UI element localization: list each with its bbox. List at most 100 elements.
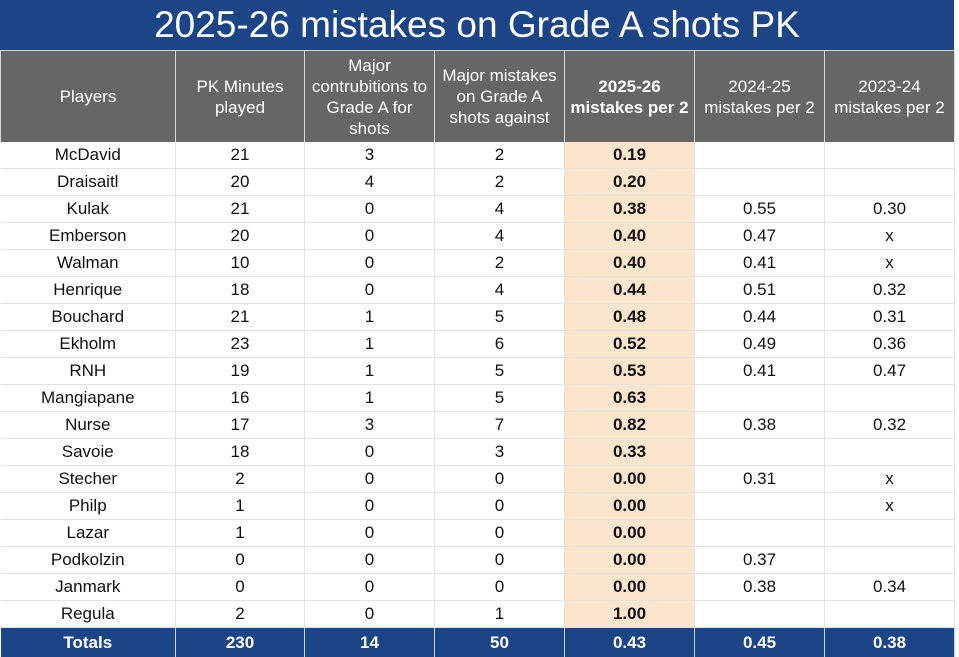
cell-player[interactable]: Janmark <box>1 574 176 601</box>
cell-pk-minutes[interactable]: 0 <box>176 547 305 574</box>
header-2025-26-mistakes[interactable]: 2025-26 mistakes per 2 <box>565 51 695 142</box>
cell-mistakes-2024-25[interactable]: 0.51 <box>695 277 825 304</box>
cell-player[interactable]: Lazar <box>1 520 176 547</box>
cell-mistakes[interactable]: 1 <box>435 601 565 628</box>
cell-pk-minutes[interactable]: 21 <box>176 304 305 331</box>
header-players[interactable]: Players <box>1 51 176 142</box>
cell-mistakes-2023-24[interactable]: x <box>825 250 955 277</box>
cell-mistakes-2023-24[interactable]: x <box>825 466 955 493</box>
cell-mistakes-2025-26[interactable]: 0.38 <box>565 196 695 223</box>
cell-mistakes[interactable]: 0 <box>435 493 565 520</box>
cell-mistakes-2025-26[interactable]: 0.00 <box>565 466 695 493</box>
cell-mistakes[interactable]: 6 <box>435 331 565 358</box>
cell-contributions[interactable]: 3 <box>305 412 435 439</box>
cell-mistakes[interactable]: 0 <box>435 547 565 574</box>
cell-mistakes-2025-26[interactable]: 0.53 <box>565 358 695 385</box>
totals-mistakes[interactable]: 50 <box>435 628 565 657</box>
cell-player[interactable]: Henrique <box>1 277 176 304</box>
cell-pk-minutes[interactable]: 20 <box>176 223 305 250</box>
cell-mistakes[interactable]: 0 <box>435 574 565 601</box>
cell-mistakes-2024-25[interactable]: 0.37 <box>695 547 825 574</box>
cell-contributions[interactable]: 0 <box>305 493 435 520</box>
cell-contributions[interactable]: 0 <box>305 574 435 601</box>
cell-mistakes-2025-26[interactable]: 0.00 <box>565 520 695 547</box>
cell-contributions[interactable]: 0 <box>305 223 435 250</box>
cell-contributions[interactable]: 1 <box>305 331 435 358</box>
cell-mistakes[interactable]: 4 <box>435 223 565 250</box>
totals-2024-25[interactable]: 0.45 <box>695 628 825 657</box>
cell-mistakes-2023-24[interactable]: 0.34 <box>825 574 955 601</box>
cell-contributions[interactable]: 0 <box>305 601 435 628</box>
cell-contributions[interactable]: 0 <box>305 547 435 574</box>
cell-mistakes-2024-25[interactable] <box>695 601 825 628</box>
cell-mistakes[interactable]: 2 <box>435 142 565 169</box>
cell-mistakes[interactable]: 0 <box>435 520 565 547</box>
cell-mistakes-2023-24[interactable] <box>825 520 955 547</box>
cell-mistakes-2023-24[interactable]: 0.31 <box>825 304 955 331</box>
cell-player[interactable]: Draisaitl <box>1 169 176 196</box>
totals-contributions[interactable]: 14 <box>305 628 435 657</box>
cell-contributions[interactable]: 4 <box>305 169 435 196</box>
header-2024-25-mistakes[interactable]: 2024-25 mistakes per 2 <box>695 51 825 142</box>
cell-mistakes-2023-24[interactable]: 0.47 <box>825 358 955 385</box>
cell-mistakes-2024-25[interactable] <box>695 169 825 196</box>
cell-mistakes-2024-25[interactable]: 0.55 <box>695 196 825 223</box>
cell-mistakes-2025-26[interactable]: 0.82 <box>565 412 695 439</box>
cell-player[interactable]: Ekholm <box>1 331 176 358</box>
cell-mistakes-2023-24[interactable]: 0.32 <box>825 412 955 439</box>
cell-mistakes[interactable]: 0 <box>435 466 565 493</box>
cell-mistakes-2023-24[interactable] <box>825 601 955 628</box>
cell-mistakes[interactable]: 4 <box>435 277 565 304</box>
cell-mistakes-2024-25[interactable] <box>695 493 825 520</box>
cell-player[interactable]: Bouchard <box>1 304 176 331</box>
cell-player[interactable]: Mangiapane <box>1 385 176 412</box>
cell-mistakes-2025-26[interactable]: 0.52 <box>565 331 695 358</box>
cell-contributions[interactable]: 0 <box>305 466 435 493</box>
totals-2025-26[interactable]: 0.43 <box>565 628 695 657</box>
cell-pk-minutes[interactable]: 23 <box>176 331 305 358</box>
cell-pk-minutes[interactable]: 21 <box>176 196 305 223</box>
cell-mistakes-2023-24[interactable] <box>825 142 955 169</box>
cell-mistakes-2024-25[interactable] <box>695 520 825 547</box>
cell-mistakes-2025-26[interactable]: 0.00 <box>565 574 695 601</box>
cell-player[interactable]: Stecher <box>1 466 176 493</box>
cell-mistakes[interactable]: 4 <box>435 196 565 223</box>
cell-pk-minutes[interactable]: 1 <box>176 520 305 547</box>
cell-mistakes-2024-25[interactable]: 0.41 <box>695 358 825 385</box>
header-major-mistakes[interactable]: Major mistakes on Grade A shots against <box>435 51 565 142</box>
cell-mistakes-2025-26[interactable]: 0.33 <box>565 439 695 466</box>
header-pk-minutes[interactable]: PK Minutes played <box>176 51 305 142</box>
cell-mistakes-2023-24[interactable]: 0.32 <box>825 277 955 304</box>
cell-mistakes-2023-24[interactable]: x <box>825 223 955 250</box>
cell-mistakes-2023-24[interactable] <box>825 385 955 412</box>
cell-mistakes-2025-26[interactable]: 0.20 <box>565 169 695 196</box>
cell-mistakes-2025-26[interactable]: 0.00 <box>565 493 695 520</box>
totals-pk-minutes[interactable]: 230 <box>176 628 305 657</box>
cell-mistakes-2023-24[interactable] <box>825 547 955 574</box>
cell-pk-minutes[interactable]: 16 <box>176 385 305 412</box>
cell-contributions[interactable]: 0 <box>305 520 435 547</box>
cell-player[interactable]: Walman <box>1 250 176 277</box>
cell-mistakes[interactable]: 2 <box>435 250 565 277</box>
cell-player[interactable]: Emberson <box>1 223 176 250</box>
cell-mistakes[interactable]: 2 <box>435 169 565 196</box>
cell-mistakes-2025-26[interactable]: 0.40 <box>565 250 695 277</box>
cell-mistakes-2023-24[interactable]: 0.30 <box>825 196 955 223</box>
cell-mistakes-2024-25[interactable] <box>695 439 825 466</box>
totals-label[interactable]: Totals <box>1 628 176 657</box>
cell-mistakes-2023-24[interactable] <box>825 169 955 196</box>
cell-mistakes-2024-25[interactable]: 0.31 <box>695 466 825 493</box>
header-2023-24-mistakes[interactable]: 2023-24 mistakes per 2 <box>825 51 955 142</box>
cell-mistakes[interactable]: 5 <box>435 304 565 331</box>
cell-mistakes[interactable]: 3 <box>435 439 565 466</box>
cell-pk-minutes[interactable]: 21 <box>176 142 305 169</box>
cell-player[interactable]: Regula <box>1 601 176 628</box>
cell-mistakes[interactable]: 7 <box>435 412 565 439</box>
cell-contributions[interactable]: 0 <box>305 439 435 466</box>
cell-player[interactable]: Savoie <box>1 439 176 466</box>
cell-mistakes-2023-24[interactable]: 0.36 <box>825 331 955 358</box>
cell-mistakes-2024-25[interactable] <box>695 385 825 412</box>
cell-player[interactable]: Kulak <box>1 196 176 223</box>
cell-mistakes-2023-24[interactable] <box>825 439 955 466</box>
cell-mistakes-2025-26[interactable]: 0.63 <box>565 385 695 412</box>
